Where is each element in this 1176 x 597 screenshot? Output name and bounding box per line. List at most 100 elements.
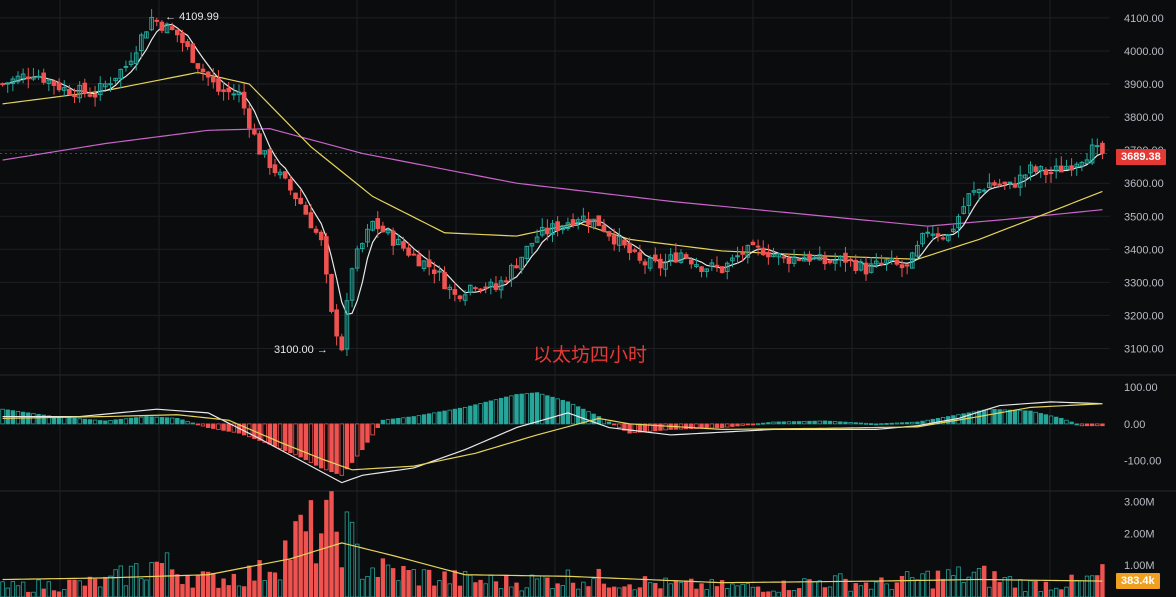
volume-bar (390, 568, 396, 597)
volume-bar (498, 588, 504, 597)
candle-body (452, 289, 458, 295)
macd-bar (123, 418, 129, 425)
volume-bar (92, 578, 98, 597)
candle-body (108, 83, 113, 86)
volume-bar (1002, 577, 1007, 597)
candle-body (0, 83, 5, 86)
macd-histogram (0, 392, 1105, 476)
volume-bar (637, 587, 643, 597)
volume-bar (868, 588, 874, 597)
macd-bar (586, 411, 591, 425)
macd-bar (303, 423, 309, 461)
candle-body (632, 249, 638, 252)
candle-body (683, 254, 689, 259)
candle-body (704, 268, 709, 272)
candle-body (673, 252, 679, 263)
volume-bar (1043, 581, 1049, 597)
macd-bar (637, 423, 643, 433)
macd-bar (997, 409, 1002, 425)
macd-bar (863, 422, 869, 425)
macd-bar (185, 421, 190, 425)
macd-bar (1023, 410, 1028, 425)
volume-bar (0, 581, 5, 597)
macd-bar (1038, 413, 1043, 425)
candle-body (113, 77, 118, 82)
volume-bar (252, 580, 257, 597)
macd-bar (622, 423, 627, 431)
volume-bar (946, 569, 951, 597)
macd-bar (776, 421, 781, 425)
candle-body (863, 262, 869, 275)
candle-body (123, 65, 129, 68)
macd-bar (221, 423, 226, 431)
volume-bar (426, 569, 432, 597)
macd-bar (596, 416, 601, 425)
macd-bar (529, 392, 535, 425)
axis-tick-label: 3200.00 (1124, 310, 1164, 322)
candle-body (575, 219, 581, 223)
macd-bar (987, 408, 992, 425)
macd-bar (77, 418, 82, 425)
macd-bar (899, 422, 905, 425)
macd-bar (159, 417, 165, 425)
macd-bar (473, 404, 478, 425)
axis-tick-label: 100.00 (1124, 382, 1158, 394)
axis-tick-label: 3100.00 (1124, 343, 1164, 355)
candle-body (915, 244, 920, 257)
volume-bar (838, 573, 843, 597)
volume-bar (257, 560, 262, 597)
candle-body (524, 245, 530, 259)
volume-bar (416, 585, 422, 597)
volume-bar (524, 587, 530, 597)
axis-tick-label: 3400.00 (1124, 244, 1164, 256)
macd-bar (144, 416, 149, 425)
candle-body (1043, 169, 1049, 175)
candle-body (935, 233, 941, 237)
volume-bar (848, 590, 853, 597)
candle-body (329, 274, 334, 312)
candle-body (1064, 165, 1069, 170)
macd-bar (1089, 423, 1095, 427)
volume-bar (103, 576, 108, 597)
volume-bar (647, 582, 653, 597)
ma-short-line (2, 23, 1103, 316)
volume-bar (1017, 579, 1023, 597)
candle-body (67, 88, 72, 96)
candle-body (853, 259, 859, 271)
candle-body (180, 32, 185, 44)
volume-bar (82, 585, 88, 597)
macd-bar (545, 395, 550, 425)
macd-bar (1069, 421, 1074, 425)
volume-bar (488, 574, 494, 597)
macd-bar (555, 398, 560, 425)
candle-body (144, 31, 149, 39)
volume-bar (904, 571, 910, 597)
candle-body (442, 271, 447, 290)
candle-body (226, 87, 232, 93)
axis-tick-label: 4000.00 (1124, 46, 1164, 58)
macd-bar (1033, 411, 1038, 425)
candle-body (133, 52, 139, 65)
candle-body (421, 260, 427, 269)
candle-body (97, 83, 103, 96)
candle-body (380, 225, 386, 233)
macd-bar (1002, 409, 1007, 425)
candle-body (498, 280, 504, 291)
candle-body (601, 224, 607, 232)
candle-body (724, 262, 730, 272)
volume-bar (591, 578, 596, 597)
candle-body (118, 68, 124, 80)
volume-bar (812, 581, 817, 597)
macd-bar (694, 423, 699, 429)
macd-bar (894, 422, 900, 425)
macd-bar (87, 419, 93, 425)
macd-bar (920, 420, 925, 425)
candle-body (493, 283, 499, 290)
macd-bar (514, 394, 519, 425)
volume-bar (406, 570, 411, 597)
candle-body (1002, 181, 1008, 185)
macd-bar (416, 415, 422, 425)
volume-bar (766, 591, 771, 597)
volume-bar (144, 579, 149, 597)
macd-bar (421, 414, 427, 425)
